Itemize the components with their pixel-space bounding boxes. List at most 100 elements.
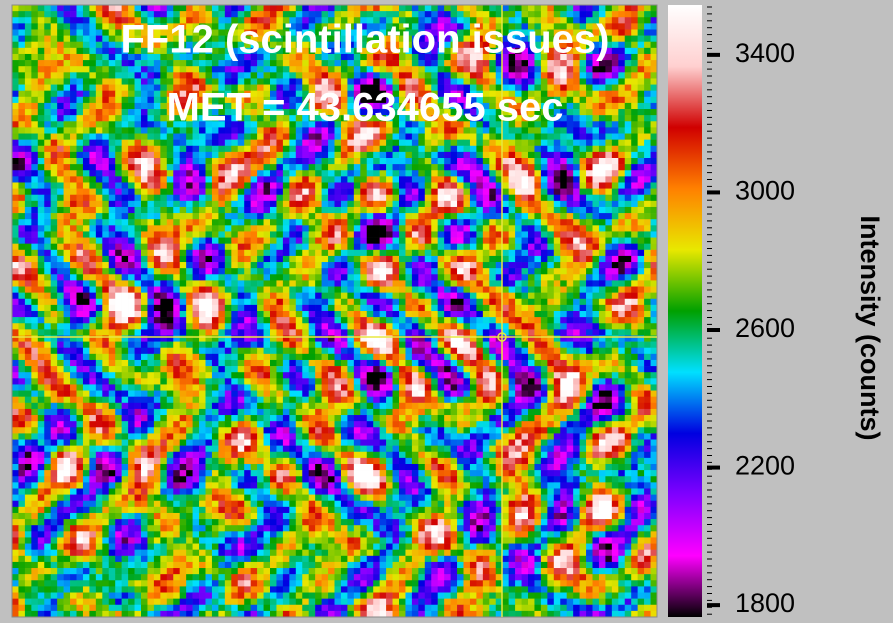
pixel <box>521 206 529 214</box>
pixel <box>192 17 200 24</box>
pixel <box>489 170 497 177</box>
pixel <box>31 47 39 55</box>
pixel <box>289 249 297 257</box>
pixel <box>508 127 516 134</box>
pixel <box>489 237 497 244</box>
pixel <box>489 84 497 91</box>
pixel <box>24 298 32 306</box>
pixel <box>31 23 39 30</box>
pixel <box>644 237 651 244</box>
pixel <box>476 90 484 98</box>
pixel <box>321 225 329 232</box>
pixel <box>50 72 58 79</box>
pixel <box>515 188 522 196</box>
pixel <box>282 188 290 196</box>
pixel <box>605 35 613 43</box>
pixel <box>644 60 651 67</box>
pixel <box>128 182 135 189</box>
pixel <box>321 66 329 73</box>
pixel <box>528 206 535 214</box>
pixel <box>353 164 361 171</box>
pixel <box>179 60 187 67</box>
pixel <box>631 11 638 18</box>
pixel <box>598 96 606 104</box>
pixel <box>457 17 464 24</box>
pixel <box>173 170 180 177</box>
pixel <box>431 102 438 110</box>
pixel <box>482 231 490 238</box>
pixel <box>579 255 587 263</box>
pixel <box>95 255 103 263</box>
pixel <box>515 262 522 269</box>
pixel <box>515 243 522 251</box>
pixel <box>153 188 161 196</box>
pixel <box>199 188 206 196</box>
pixel <box>508 158 516 165</box>
pixel <box>605 249 613 257</box>
pixel <box>31 188 39 196</box>
pixel <box>237 17 245 24</box>
pixel <box>437 66 445 73</box>
pixel <box>70 286 77 293</box>
pixel <box>192 280 200 287</box>
pixel <box>57 243 64 251</box>
pixel <box>205 206 213 214</box>
pixel <box>360 60 368 67</box>
pixel <box>224 200 232 208</box>
pixel <box>353 213 361 220</box>
pixel <box>257 102 264 110</box>
pixel <box>399 23 406 30</box>
pixel <box>270 262 277 269</box>
pixel <box>186 29 193 36</box>
pixel <box>340 194 348 202</box>
pixel <box>650 298 658 306</box>
pixel <box>560 237 567 244</box>
pixel <box>257 151 264 159</box>
pixel <box>76 145 84 153</box>
pixel <box>237 292 245 300</box>
pixel <box>289 72 297 79</box>
pixel <box>463 53 471 61</box>
pixel <box>463 225 471 232</box>
pixel <box>353 66 361 73</box>
pixel <box>353 47 361 55</box>
pixel <box>373 225 380 232</box>
pixel <box>334 127 342 134</box>
pixel <box>276 121 284 128</box>
pixel <box>44 262 51 269</box>
pixel <box>70 72 77 79</box>
pixel <box>237 53 245 61</box>
pixel <box>302 255 309 263</box>
pixel <box>250 115 258 122</box>
pixel <box>224 194 232 202</box>
pixel <box>302 158 309 165</box>
pixel <box>392 29 400 36</box>
pixel <box>624 176 632 183</box>
pixel <box>515 90 522 98</box>
pixel <box>631 47 638 55</box>
pixel <box>566 249 574 257</box>
pixel <box>347 200 355 208</box>
pixel <box>102 237 110 244</box>
pixel <box>192 121 200 128</box>
pixel <box>482 219 490 226</box>
pixel <box>347 11 355 18</box>
pixel <box>521 249 529 257</box>
pixel <box>644 102 651 110</box>
pixel <box>44 72 51 79</box>
pixel <box>334 139 342 147</box>
pixel <box>108 72 116 79</box>
pixel <box>463 102 471 110</box>
pixel <box>373 280 380 287</box>
pixel <box>63 280 71 287</box>
pixel <box>121 249 129 257</box>
pixel <box>153 84 161 91</box>
pixel <box>528 84 535 91</box>
pixel <box>637 225 645 232</box>
pixel <box>534 23 542 30</box>
pixel <box>586 213 593 220</box>
pixel <box>289 255 297 263</box>
pixel <box>437 255 445 263</box>
pixel <box>166 53 174 61</box>
